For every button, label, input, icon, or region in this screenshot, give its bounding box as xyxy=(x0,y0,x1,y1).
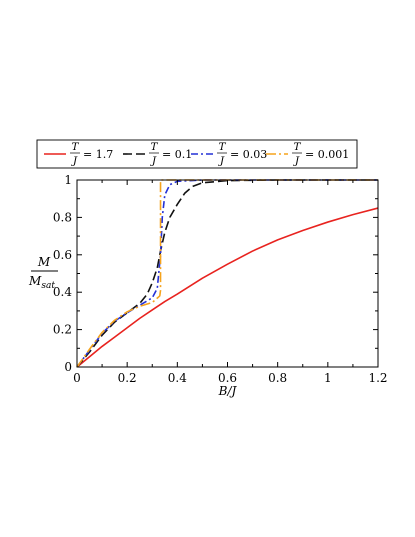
x-tick-label: 0.2 xyxy=(118,371,137,385)
series-line-2 xyxy=(76,179,378,368)
legend-fraction-denominator: J xyxy=(150,155,157,167)
legend-label-1: = 1.7 xyxy=(83,148,113,161)
legend-fraction-numerator: T xyxy=(218,141,226,153)
x-tick-label: 0 xyxy=(73,371,81,385)
y-tick-label: 0 xyxy=(64,360,72,374)
legend-fraction-denominator: J xyxy=(71,155,78,167)
legend-fraction-numerator: T xyxy=(71,141,79,153)
legend-fraction-numerator: T xyxy=(293,141,301,153)
series-line-3 xyxy=(76,179,378,368)
legend-fraction-numerator: T xyxy=(150,141,158,153)
x-tick-label: 0.8 xyxy=(268,371,287,385)
y-axis-label-numerator: M xyxy=(37,255,51,269)
legend-label-2: = 0.1 xyxy=(162,148,192,161)
plot-area xyxy=(76,179,379,368)
x-tick-label: 1 xyxy=(324,371,332,385)
axes: 0 0.2 0.4 0.6 0.8 1 1.2 0 0.2 0.4 0.6 0.8 1 B/J M Msat xyxy=(28,173,388,398)
y-tick-label: 0.2 xyxy=(53,323,72,337)
y-tick-label: 0.6 xyxy=(53,248,72,262)
legend-fraction-denominator: J xyxy=(218,155,225,167)
plot-frame xyxy=(76,179,379,368)
y-tick-label: 1 xyxy=(64,173,72,187)
x-tick-label: 1.2 xyxy=(368,371,387,385)
series-line-4 xyxy=(76,179,378,368)
legend-label-4: = 0.001 xyxy=(305,148,349,161)
y-axis-label-denominator: Msat xyxy=(28,274,55,291)
y-tick-label: 0.8 xyxy=(53,210,72,224)
x-tick-label: 0.6 xyxy=(218,371,237,385)
x-tick-label: 0.4 xyxy=(168,371,187,385)
y-tick-label: 0.4 xyxy=(53,285,72,299)
x-axis-label: B/J xyxy=(218,384,238,398)
legend-label-3: = 0.03 xyxy=(230,148,267,161)
series-line-1 xyxy=(76,207,379,368)
legend-fraction-denominator: J xyxy=(293,155,300,167)
